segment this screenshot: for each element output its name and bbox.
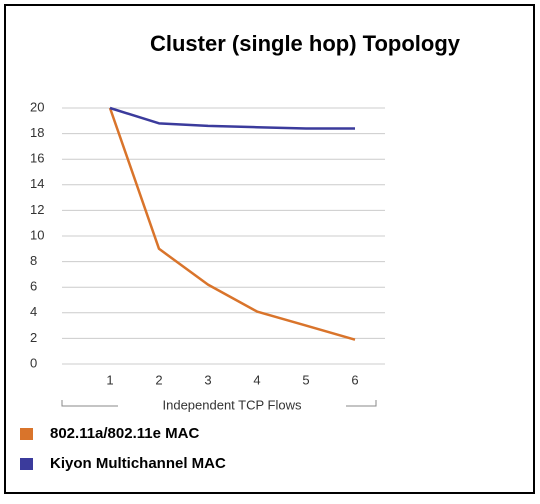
y-tick-label: 20	[30, 99, 44, 114]
y-tick-label: 0	[30, 355, 37, 370]
y-tick-label: 8	[30, 253, 37, 268]
axis-bracket	[61, 400, 377, 407]
frame	[4, 4, 535, 494]
legend-swatch	[20, 428, 33, 440]
x-tick-label: 6	[351, 372, 358, 387]
x-tick-label: 3	[204, 372, 211, 387]
y-tick-label: 18	[30, 125, 44, 140]
series-line	[109, 106, 355, 130]
x-tick-label: 2	[155, 372, 162, 387]
series-line	[108, 107, 356, 341]
y-tick-label: 12	[30, 202, 44, 217]
y-tick-label: 14	[30, 176, 44, 191]
y-tick-label: 16	[30, 151, 44, 166]
legend-swatch	[20, 458, 33, 470]
y-tick-label: 6	[30, 279, 37, 294]
legend-label: Kiyon Multichannel MAC	[50, 455, 226, 472]
y-tick-label: 4	[30, 304, 37, 319]
x-axis-label: Independent TCP Flows	[163, 397, 302, 412]
y-tick-label: 10	[30, 227, 44, 242]
x-tick-label: 4	[253, 372, 260, 387]
x-tick-label: 1	[106, 372, 113, 387]
y-tick-label: 2	[30, 330, 37, 345]
chart-title: Cluster (single hop) Topology	[150, 31, 461, 56]
x-tick-label: 5	[302, 372, 309, 387]
legend-label: 802.11a/802.11e MAC	[50, 425, 199, 442]
